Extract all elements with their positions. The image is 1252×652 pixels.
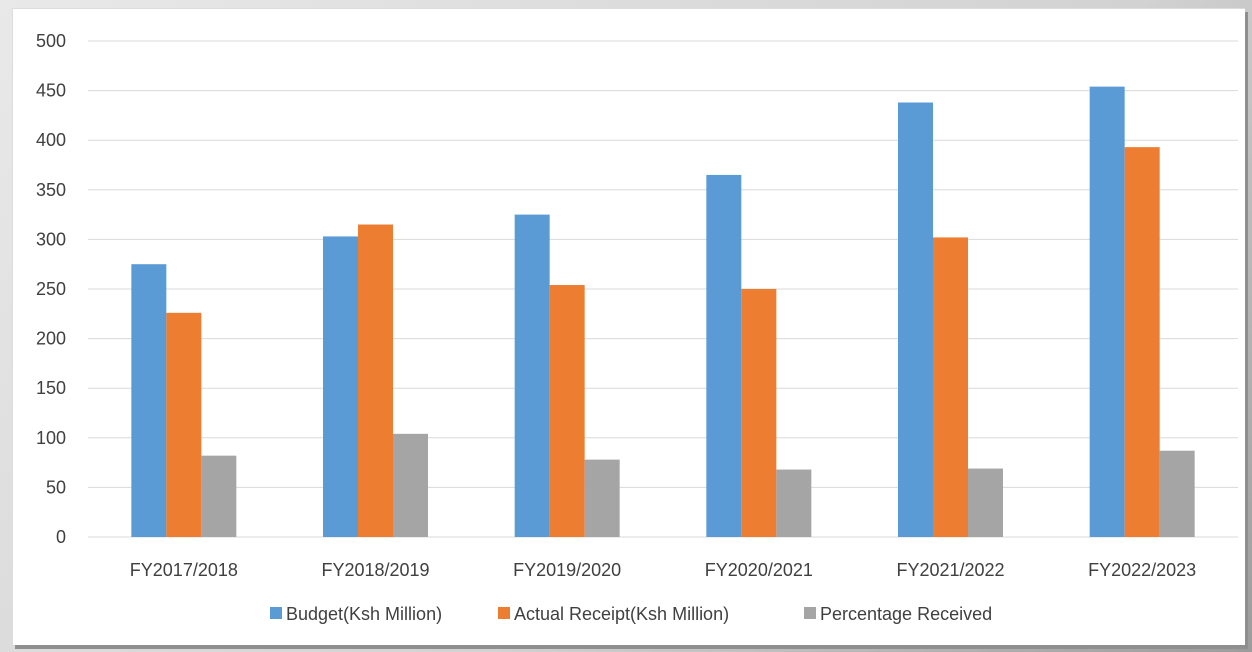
bar-actual-receipt-ksh-million-2 [549, 285, 585, 537]
bar-actual-receipt-ksh-million-3 [741, 289, 777, 537]
y-axis-ticks: 0 50 100 150 200 250 300 350 400 450 500 [36, 31, 66, 547]
x-tick-label: FY2020/2021 [705, 560, 813, 580]
legend-swatch [804, 607, 816, 619]
y-tick-label: 200 [36, 329, 66, 349]
bar-budget-ksh-million-0 [131, 264, 167, 537]
bar-actual-receipt-ksh-million-1 [358, 224, 393, 537]
x-tick-label: FY2022/2023 [1088, 560, 1196, 580]
bars [131, 86, 1195, 538]
bar-budget-ksh-million-4 [898, 102, 933, 537]
y-tick-label: 400 [36, 130, 66, 150]
y-tick-label: 450 [36, 81, 66, 101]
y-tick-label: 100 [36, 428, 66, 448]
x-tick-label: FY2019/2020 [513, 560, 621, 580]
legend-swatch [498, 607, 510, 619]
bar-percentage-received-2 [584, 459, 620, 537]
bar-actual-receipt-ksh-million-5 [1124, 147, 1160, 538]
legend-label: Percentage Received [820, 604, 992, 624]
legend-label: Actual Receipt(Ksh Million) [514, 604, 729, 624]
y-tick-label: 350 [36, 180, 66, 200]
y-tick-label: 250 [36, 279, 66, 299]
y-tick-label: 500 [36, 31, 66, 51]
bar-budget-ksh-million-5 [1089, 86, 1125, 537]
bar-percentage-received-5 [1159, 450, 1195, 537]
bar-budget-ksh-million-2 [514, 214, 550, 537]
y-tick-label: 50 [46, 477, 66, 497]
bar-budget-ksh-million-3 [706, 174, 742, 538]
y-tick-label: 300 [36, 229, 66, 249]
bar-percentage-received-1 [393, 433, 428, 537]
bar-budget-ksh-million-1 [323, 236, 358, 537]
bar-percentage-received-3 [776, 469, 812, 537]
chart-area [12, 8, 1245, 645]
legend-swatch [270, 607, 282, 619]
x-tick-label: FY2017/2018 [130, 560, 238, 580]
y-tick-label: 150 [36, 378, 66, 398]
bar-actual-receipt-ksh-million-0 [166, 312, 202, 537]
legend: Budget(Ksh Million) Actual Receipt(Ksh Mi… [270, 604, 992, 624]
legend-label: Budget(Ksh Million) [286, 604, 442, 624]
gridlines [88, 40, 1238, 538]
bar-percentage-received-4 [968, 468, 1003, 537]
x-tick-label: FY2021/2022 [896, 560, 1004, 580]
x-tick-label: FY2018/2019 [321, 560, 429, 580]
y-tick-label: 0 [56, 527, 66, 547]
bar-percentage-received-0 [201, 455, 237, 537]
x-axis-ticks: FY2017/2018 FY2018/2019 FY2019/2020 FY2020/… [130, 560, 1196, 580]
bar-actual-receipt-ksh-million-4 [933, 237, 968, 537]
